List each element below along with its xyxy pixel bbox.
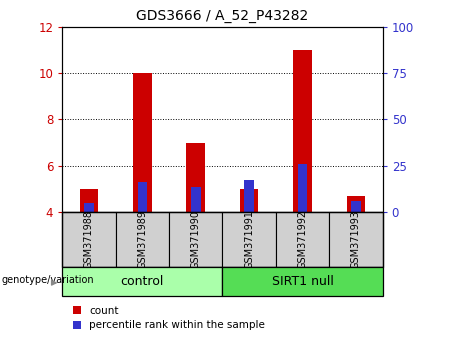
Text: GSM371991: GSM371991 (244, 210, 254, 269)
Bar (169, 212, 222, 267)
Title: GDS3666 / A_52_P43282: GDS3666 / A_52_P43282 (136, 9, 308, 23)
Legend: count, percentile rank within the sample: count, percentile rank within the sample (67, 301, 271, 335)
Text: control: control (121, 275, 164, 288)
Bar (347, 196, 365, 212)
Bar (62, 267, 222, 296)
Bar (191, 187, 201, 212)
Bar (329, 212, 383, 267)
Text: GSM371989: GSM371989 (137, 210, 148, 269)
Text: genotype/variation: genotype/variation (1, 275, 94, 285)
Bar (133, 73, 152, 212)
Bar (137, 182, 147, 212)
Text: GSM371990: GSM371990 (191, 210, 201, 269)
Bar (351, 201, 361, 212)
Bar (62, 212, 116, 267)
Bar (276, 212, 329, 267)
Bar (240, 189, 259, 212)
Bar (223, 267, 383, 296)
Bar (293, 50, 312, 212)
Bar (223, 212, 276, 267)
Text: GSM371992: GSM371992 (297, 210, 307, 269)
Bar (80, 189, 98, 212)
Bar (186, 143, 205, 212)
Text: GSM371993: GSM371993 (351, 210, 361, 269)
Bar (84, 203, 94, 212)
Bar (116, 212, 169, 267)
Text: SIRT1 null: SIRT1 null (272, 275, 333, 288)
Text: GSM371988: GSM371988 (84, 210, 94, 269)
Bar (298, 164, 307, 212)
Bar (244, 180, 254, 212)
